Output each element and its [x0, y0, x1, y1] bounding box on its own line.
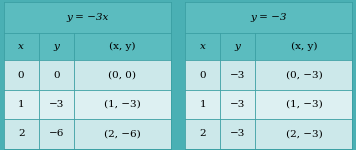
Text: 0: 0	[53, 70, 59, 80]
Text: −3: −3	[230, 70, 246, 80]
Text: y = −3x: y = −3x	[66, 13, 109, 22]
Text: (0, 0): (0, 0)	[108, 70, 136, 80]
Text: 2: 2	[199, 129, 206, 138]
Text: (2, −3): (2, −3)	[286, 129, 322, 138]
Text: (x, y): (x, y)	[290, 42, 317, 51]
Text: (x, y): (x, y)	[109, 42, 136, 51]
Text: y: y	[235, 42, 241, 51]
Text: 1: 1	[199, 100, 206, 109]
Text: 2: 2	[18, 129, 25, 138]
Text: −3: −3	[48, 100, 64, 109]
Text: 1: 1	[18, 100, 25, 109]
Text: (1, −3): (1, −3)	[104, 100, 141, 109]
Text: (2, −6): (2, −6)	[104, 129, 141, 138]
Text: (0, −3): (0, −3)	[286, 70, 322, 80]
Text: (1, −3): (1, −3)	[286, 100, 322, 109]
Text: x: x	[18, 42, 24, 51]
Text: y = −3: y = −3	[251, 13, 287, 22]
Text: 0: 0	[199, 70, 206, 80]
Text: 0: 0	[18, 70, 25, 80]
Text: −6: −6	[48, 129, 64, 138]
Text: x: x	[200, 42, 206, 51]
Text: −3: −3	[230, 100, 246, 109]
Text: −3: −3	[230, 129, 246, 138]
Text: y: y	[53, 42, 59, 51]
